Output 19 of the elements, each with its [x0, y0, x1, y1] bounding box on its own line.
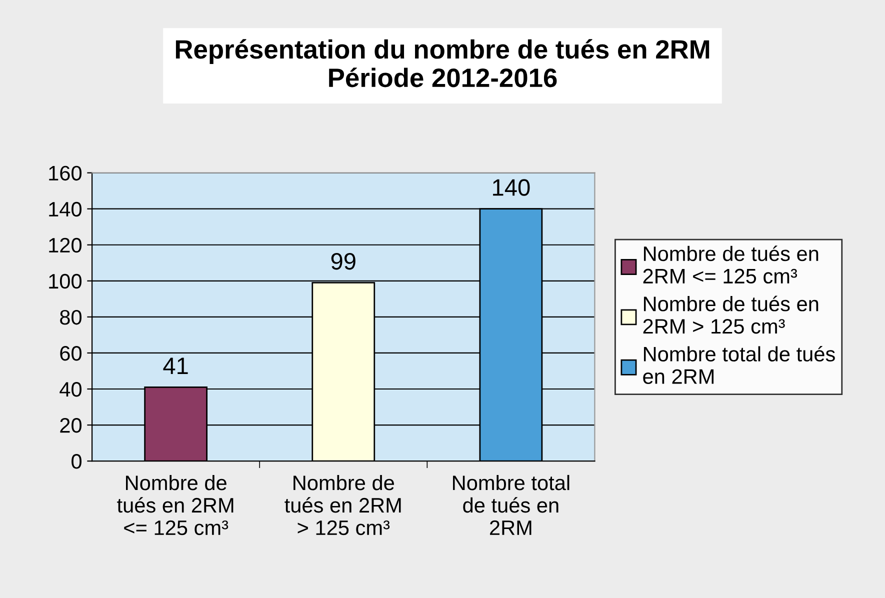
x-tick-label: Nombre de tués en 2RM > 125 cm³ [284, 474, 401, 536]
x-tick-label: Nombre de tués en 2RM <= 125 cm³ [117, 474, 234, 536]
y-tick-label: 120 [49, 238, 82, 253]
data-label: 41 [163, 358, 188, 374]
y-tick-label: 140 [49, 202, 82, 217]
y-tick-label: 0 [72, 454, 82, 469]
y-tick-label: 20 [60, 418, 82, 433]
y-tick-label: 160 [49, 166, 82, 181]
data-label: 99 [331, 252, 356, 270]
x-tick-label: Nombre total de tués en 2RM [453, 474, 570, 535]
y-tick-label: 60 [60, 346, 82, 361]
legend-label: Nombre de tués en 2RM > 125 cm³ [643, 296, 818, 334]
chart-title: Représentation du nombre de tués en 2RM Période 2012-2016 [176, 39, 710, 88]
y-tick-label: 80 [60, 310, 82, 325]
legend-label: Nombre total de tués en 2RM [643, 346, 835, 384]
data-label: 140 [493, 179, 530, 196]
y-tick-label: 100 [49, 274, 82, 289]
y-tick-label: 40 [60, 382, 82, 397]
legend-label: Nombre de tués en 2RM <= 125 cm³ [643, 246, 818, 284]
